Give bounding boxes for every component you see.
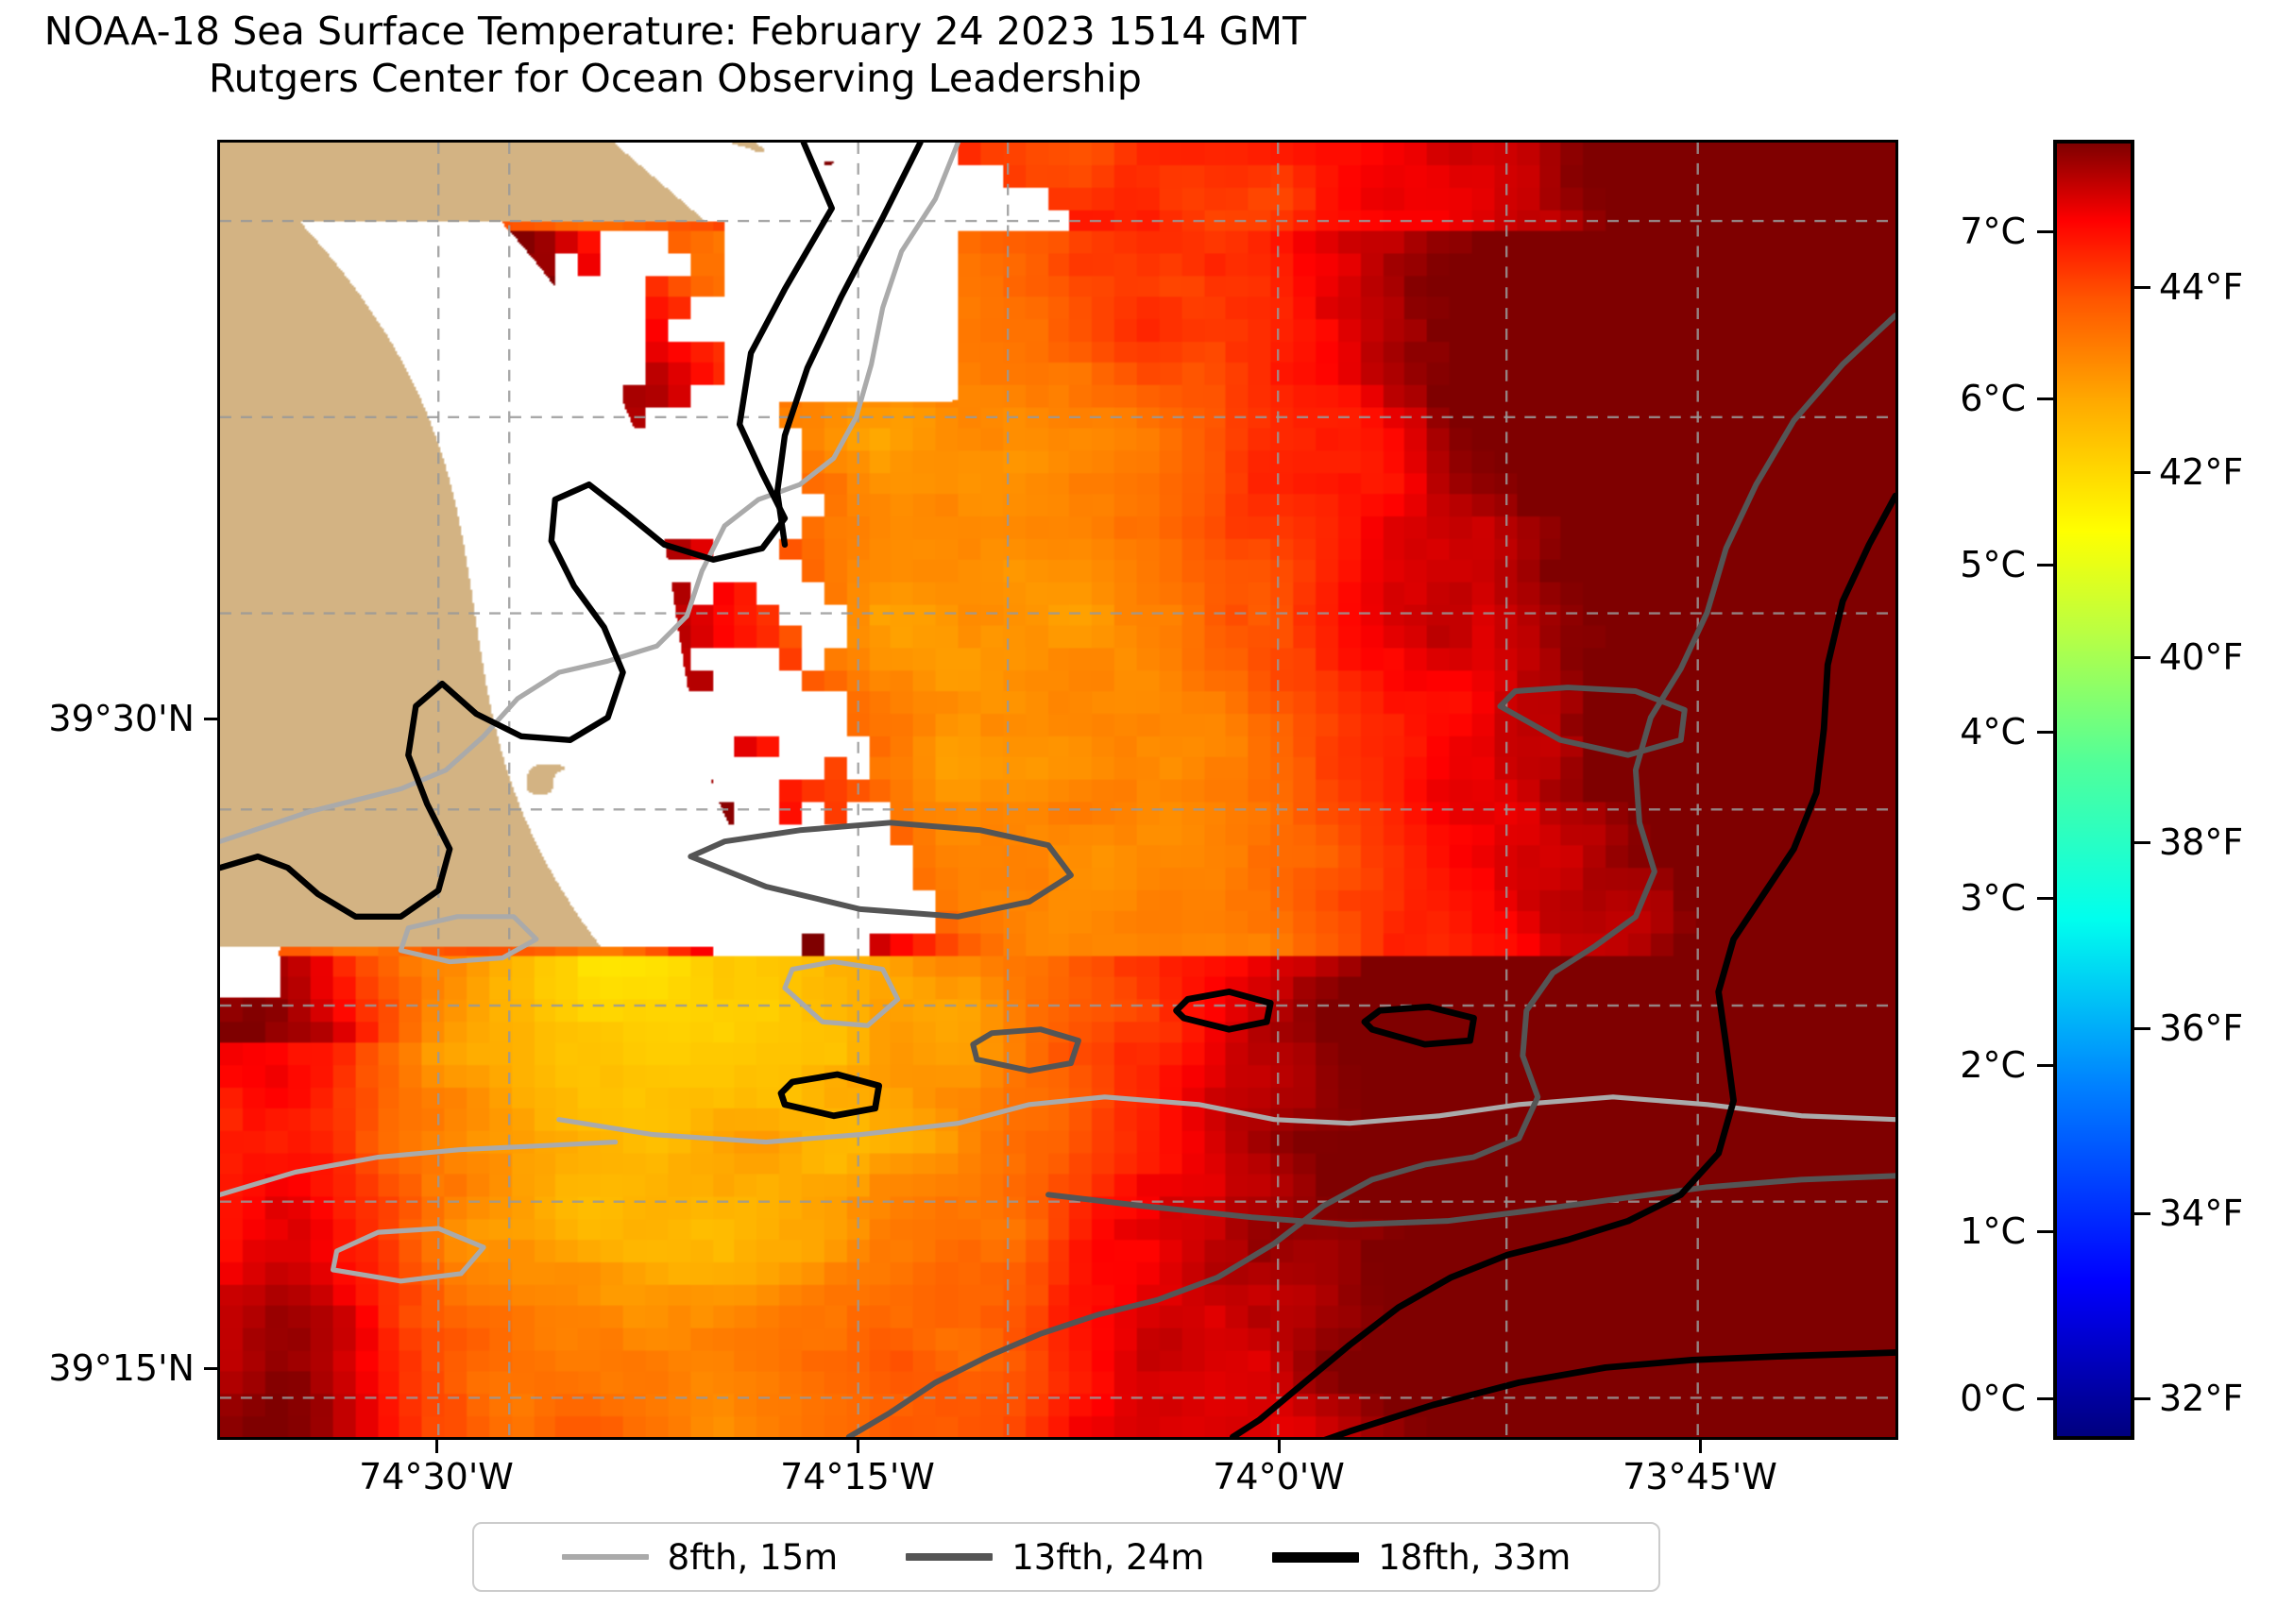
- colorbar-tick-c: [2037, 397, 2053, 400]
- colorbar-wrap[interactable]: [2053, 140, 2134, 1440]
- colorbar-tick-f: [2134, 1396, 2150, 1400]
- x-axis-label: 74°30'W: [359, 1456, 514, 1497]
- legend-line-swatch: [1272, 1551, 1360, 1563]
- contour-15m: [782, 958, 901, 1028]
- contour-33m: [1173, 989, 1274, 1033]
- colorbar-tick-f: [2134, 1026, 2150, 1030]
- contour-15m: [220, 1140, 619, 1197]
- colorbar-tick-f: [2134, 471, 2150, 475]
- colorbar-tick-c: [2037, 564, 2053, 567]
- chart-title-block: NOAA-18 Sea Surface Temperature: Februar…: [0, 8, 1351, 102]
- contour-24m: [1045, 1173, 1895, 1228]
- contour-24m: [688, 820, 1074, 920]
- coastline: [220, 143, 924, 920]
- coastline-mainland: [220, 143, 835, 920]
- colorbar-label-fahrenheit: 34°F: [2159, 1192, 2244, 1234]
- legend-line-swatch: [906, 1553, 994, 1561]
- y-tick-mark: [204, 1367, 217, 1370]
- colorbar-label-fahrenheit: 40°F: [2159, 636, 2244, 679]
- x-tick-mark: [1699, 1440, 1702, 1453]
- bathymetry-legend[interactable]: 8fth, 15m 13fth, 24m 18fth, 33m: [472, 1522, 1660, 1592]
- sst-map-plot[interactable]: [217, 140, 1898, 1440]
- legend-line-swatch: [561, 1554, 649, 1560]
- legend-item-label: 8fth, 15m: [667, 1536, 839, 1578]
- x-axis-label: 73°45'W: [1623, 1456, 1777, 1497]
- x-axis-label: 74°15'W: [780, 1456, 935, 1497]
- contour-15m: [220, 143, 960, 844]
- colorbar-tick-c: [2037, 730, 2053, 734]
- contour-24m: [1497, 685, 1688, 758]
- contour-15m: [556, 1094, 1895, 1145]
- colorbar-tick-c: [2037, 1063, 2053, 1067]
- colorbar-label-celsius: 0°C: [1960, 1377, 2026, 1419]
- contour-33m: [1361, 1003, 1477, 1048]
- legend-item[interactable]: 8fth, 15m: [561, 1536, 839, 1578]
- colorbar-label-celsius: 2°C: [1960, 1043, 2026, 1086]
- colorbar-tick-f: [2134, 285, 2150, 289]
- colorbar-tick-c: [2037, 1230, 2053, 1234]
- colorbar-label-celsius: 4°C: [1960, 710, 2026, 753]
- colorbar-label-fahrenheit: 44°F: [2159, 265, 2244, 308]
- x-tick-mark: [1278, 1440, 1281, 1453]
- legend-item-label: 18fth, 33m: [1378, 1536, 1572, 1578]
- colorbar-tick-f: [2134, 841, 2150, 845]
- y-tick-mark: [204, 718, 217, 720]
- y-axis-label: 39°15'N: [48, 1347, 195, 1389]
- colorbar-tick-c: [2037, 230, 2053, 234]
- colorbar-label-fahrenheit: 32°F: [2159, 1377, 2244, 1419]
- sst-raster: [220, 143, 1895, 1437]
- y-axis-label: 39°30'N: [48, 698, 195, 739]
- colorbar-label-fahrenheit: 38°F: [2159, 821, 2244, 864]
- page-title: NOAA-18 Sea Surface Temperature: Februar…: [43, 8, 1307, 54]
- contour-15m: [331, 1226, 486, 1284]
- colorbar-label-celsius: 5°C: [1960, 544, 2026, 586]
- page-subtitle: Rutgers Center for Ocean Observing Leade…: [208, 56, 1143, 101]
- legend-item[interactable]: 13fth, 24m: [906, 1537, 1204, 1578]
- contour-24m: [970, 1026, 1081, 1074]
- contour-33m: [1323, 1349, 1895, 1437]
- colorbar-label-celsius: 6°C: [1960, 377, 2026, 419]
- colorbar-tick-c: [2037, 897, 2053, 901]
- map-overlay-vectors: [220, 143, 1895, 1437]
- colorbar-label-celsius: 1°C: [1960, 1210, 2026, 1253]
- coastline-barrier-island: [773, 143, 924, 549]
- contour-24m: [845, 313, 1895, 1437]
- colorbar-label-fahrenheit: 42°F: [2159, 451, 2244, 494]
- colorbar-label-celsius: 3°C: [1960, 877, 2026, 920]
- legend-item[interactable]: 18fth, 33m: [1272, 1537, 1571, 1578]
- contour-33m: [777, 1071, 883, 1120]
- legend-item-label: 13fth, 24m: [1011, 1536, 1205, 1578]
- bathymetry-contours: [220, 143, 1895, 1437]
- x-tick-mark: [857, 1440, 859, 1453]
- x-axis-label: 74°0'W: [1213, 1456, 1345, 1497]
- colorbar-label-fahrenheit: 36°F: [2159, 1007, 2244, 1049]
- contour-33m: [1229, 492, 1895, 1437]
- x-tick-mark: [435, 1440, 438, 1453]
- contour-15m: [398, 914, 539, 965]
- colorbar-tick-f: [2134, 1211, 2150, 1215]
- colorbar-gradient: [2053, 140, 2134, 1440]
- colorbar-label-celsius: 7°C: [1960, 211, 2026, 253]
- colorbar-tick-c: [2037, 1396, 2053, 1400]
- colorbar-tick-f: [2134, 656, 2150, 660]
